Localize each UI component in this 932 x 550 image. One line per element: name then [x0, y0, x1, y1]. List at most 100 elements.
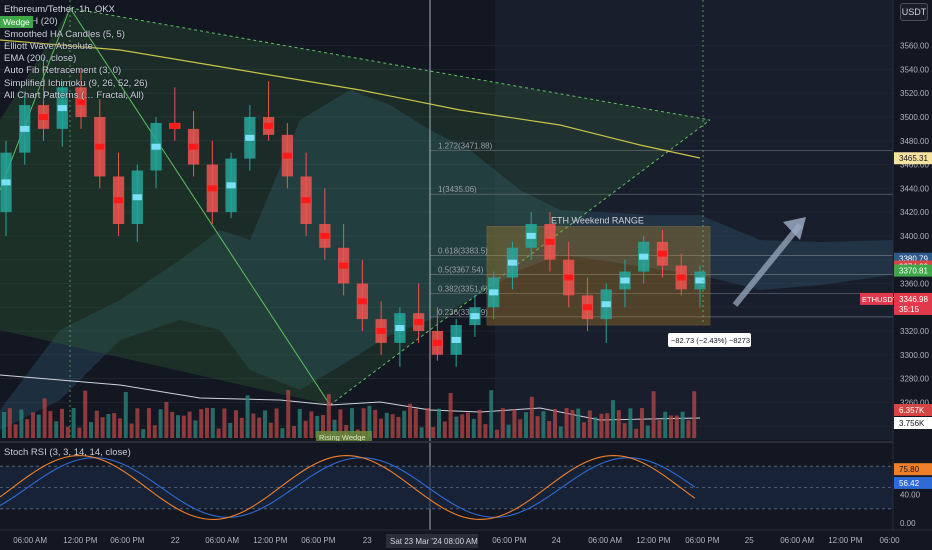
price-tick-label: 3500.00 — [900, 113, 929, 122]
volume-bar — [373, 409, 378, 438]
volume-bar — [587, 410, 592, 438]
volume-bar — [442, 421, 447, 438]
fib-label: 0.236(3331.9) — [438, 308, 488, 317]
stoch-d-badge — [894, 476, 932, 489]
volume-bar — [634, 428, 639, 438]
indicator-chart-patterns[interactable]: All Chart Patterns (… Fractal, All) — [4, 90, 144, 102]
volume-bar — [170, 411, 175, 438]
price-tick-label: 3300.00 — [900, 351, 929, 360]
volume-bar — [448, 392, 453, 438]
fib-label: 0.382(3351.6) — [438, 284, 488, 293]
volume-bar — [431, 427, 436, 438]
volume-bar — [483, 424, 488, 438]
price-tick-label: 3320.00 — [900, 327, 929, 336]
volume-bar — [263, 410, 267, 438]
volume-bar — [651, 391, 656, 438]
ha-candle — [507, 259, 518, 266]
volume-bar — [663, 411, 668, 438]
projection-arrow-head — [783, 217, 806, 240]
symbol-badge-label: ETHUSDT — [862, 295, 898, 304]
volume-bar — [669, 415, 673, 438]
ha-candle — [76, 99, 86, 106]
volume-bar — [65, 426, 70, 438]
time-tick-label: 22 — [171, 536, 180, 545]
pattern-label: Rising Wedge — [319, 433, 366, 442]
volume-bar — [309, 411, 314, 438]
time-tick-label: 24 — [552, 536, 561, 545]
time-tick-label: 06:00 — [880, 536, 901, 545]
ha-candle — [20, 125, 30, 132]
ha-candle — [282, 152, 292, 159]
volume-bar — [112, 412, 117, 438]
volume-bar — [338, 409, 343, 438]
volume-bar — [564, 408, 569, 438]
projection-area — [495, 0, 893, 440]
volume-bar — [512, 409, 517, 438]
volume-bar — [158, 409, 163, 438]
volume-bar — [553, 408, 557, 438]
price-badge-label: 3370.81 — [899, 267, 928, 276]
indicator-smoothed-ha[interactable]: Smoothed HA Candles (5, 5) — [4, 28, 125, 40]
ha-candle — [263, 122, 274, 129]
stoch-k-line — [0, 455, 696, 521]
price-badge — [894, 264, 932, 277]
volume-bar — [570, 409, 575, 438]
ha-candle — [695, 277, 705, 284]
time-tick-label: 06:00 AM — [588, 536, 622, 545]
ha-candle — [432, 339, 443, 346]
volume-bar — [384, 412, 389, 438]
volume-bar — [640, 408, 644, 438]
volume-bar — [7, 408, 12, 438]
volume-bar — [77, 427, 82, 438]
volume-bar — [326, 394, 331, 438]
volume-bar — [379, 418, 383, 438]
ha-candle — [188, 143, 199, 150]
ha-candle — [376, 328, 386, 334]
ha-candle — [676, 274, 686, 281]
volume-bar — [118, 418, 122, 438]
price-tick-label: 3420.00 — [900, 208, 929, 217]
volume-bar — [31, 412, 35, 438]
volume-bar — [686, 420, 691, 438]
volume-bar — [692, 391, 697, 438]
time-tick-label: 06:00 AM — [13, 536, 47, 545]
ha-candle — [639, 253, 649, 260]
volume-bar — [25, 419, 30, 438]
volume-bar — [582, 422, 586, 438]
elliott-leg — [0, 7, 71, 191]
time-tick-label: 06:00 PM — [685, 536, 720, 545]
time-tick-label: 06:00 PM — [301, 536, 336, 545]
indicator-auto-fib[interactable]: Auto Fib Retracement (3, 0) — [4, 65, 122, 77]
fib-label: 0.618(3383.5) — [438, 247, 488, 256]
volume-bar — [274, 408, 279, 438]
ha-candle — [357, 298, 368, 305]
ha-candle — [470, 313, 480, 320]
volume-bar — [147, 408, 151, 438]
volume-bar — [286, 390, 291, 438]
projection-arrow-shaft — [732, 223, 803, 307]
volume-bar — [303, 420, 308, 438]
stoch-rsi-legend[interactable]: Stoch RSI (3, 3, 14, 14, close) — [4, 447, 131, 458]
indicator-ichimoku[interactable]: Simplified Ichimoku (9, 26, 52, 26) — [4, 77, 148, 89]
volume-bar — [680, 411, 685, 438]
indicator-ema[interactable]: EMA (200, close) — [4, 53, 77, 65]
symbol-title[interactable]: Ethereum/Tether, 1h, OKX — [4, 4, 115, 15]
volume-bar — [257, 417, 262, 438]
indicator-elliott-wave[interactable]: Elliott Wave Absolute — [4, 40, 93, 52]
price-tick-label: 3460.00 — [900, 161, 929, 170]
ichimoku-cloud — [0, 90, 893, 430]
ha-candle — [395, 325, 405, 332]
volume-bar — [89, 422, 93, 438]
ema-line — [0, 39, 701, 159]
crosshair-time-label: Sat 23 Mar '24 08:00 AM — [390, 537, 478, 546]
stoch-d-line — [0, 457, 696, 518]
pattern-label-bg — [316, 431, 372, 442]
weekend-range-box — [486, 225, 711, 326]
currency-button[interactable]: USDT — [900, 3, 928, 21]
volume-bar — [176, 415, 180, 438]
ha-candle — [132, 194, 142, 201]
wedge-upper-line — [69, 7, 711, 121]
volume-bar — [234, 410, 238, 438]
price-badge-label: 3380.79 — [899, 255, 928, 264]
